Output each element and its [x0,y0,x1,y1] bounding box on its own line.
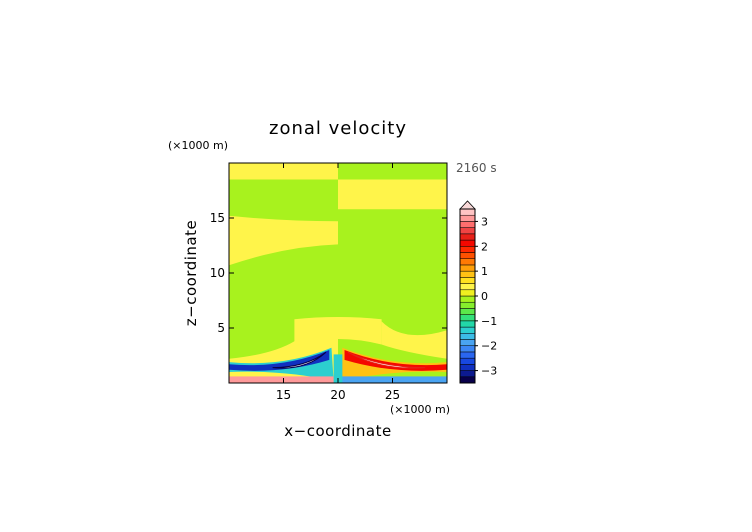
colorbar-swatch [459,333,476,340]
y-axis-unit: (×1000 m) [168,139,228,152]
colorbar-swatch [459,270,476,278]
y-tick-label: 10 [210,266,225,280]
velocity-field [229,163,447,383]
x-tick-label: 25 [385,388,400,402]
colorbar-tick-label: 0 [481,290,488,303]
colorbar-swatch [459,314,476,322]
jet-right-max [347,351,426,369]
colorbar-swatch [459,357,476,365]
right-mid-region [338,255,447,317]
x-tick-label: 15 [276,388,291,402]
colorbar-swatch [459,227,476,235]
colorbar-swatch [459,233,476,241]
colorbar-swatch [459,376,476,384]
colorbar-tick-label: 1 [481,265,488,278]
colorbar-swatch [459,252,476,259]
x-tick-label: 20 [330,388,345,402]
colorbar-swatch [459,301,476,309]
colorbar-swatch [459,283,476,291]
jet-left-core [229,350,330,371]
colorbar-extend-max [459,200,476,210]
colorbar: −3 −2 −1 0 1 2 3 [459,200,497,384]
colorbar-tick-label: 2 [481,240,488,253]
colorbar-swatch [459,370,476,378]
colorbar-swatch [459,364,476,371]
chart-title: zonal velocity [269,118,407,139]
band-top-left [229,163,338,180]
colorbar-swatch [459,246,476,253]
y-axis-title: z−coordinate [182,220,200,326]
x-axis-ticks: 15 20 25 [276,163,400,402]
x-axis-unit: (×1000 m) [390,403,450,416]
colorbar-swatch [459,277,476,284]
colorbar-swatch [459,208,476,216]
jet-left-max [272,351,327,369]
colorbar-swatch [459,351,476,359]
colorbar-swatch [459,258,476,266]
band-top-right [338,163,447,180]
colorbar-tick-label: −3 [481,365,497,378]
x-axis-title: x−coordinate [284,422,391,440]
y-tick-label: 5 [217,321,225,335]
time-label: 2160 s [456,161,497,175]
colorbar-swatch [459,295,476,303]
left-mid-region [229,244,338,317]
colorbar-swatch [459,308,476,315]
colorbar-swatch [459,345,476,353]
colorbar-tick-label: −2 [481,340,497,353]
colorbar-swatch [459,326,476,334]
colorbar-tick-label: −1 [481,315,497,328]
dome-upper [229,209,447,222]
colorbar-swatch [459,214,476,222]
colorbar-tick-label: 3 [481,215,488,228]
colorbar-swatch [459,221,476,228]
jet-right-core [344,350,447,371]
lobe-right [381,321,447,359]
colorbar-swatch [459,239,476,247]
lobe-left [229,317,338,359]
y-axis-ticks: 5 10 15 [210,211,447,335]
colorbar-swatch [459,339,476,346]
colorbar-swatch [459,289,476,297]
y-tick-label: 15 [210,211,225,225]
colorbar-swatch [459,264,476,272]
lobe-center [294,317,382,345]
center-column [333,354,343,383]
colorbar-swatch [459,320,476,328]
